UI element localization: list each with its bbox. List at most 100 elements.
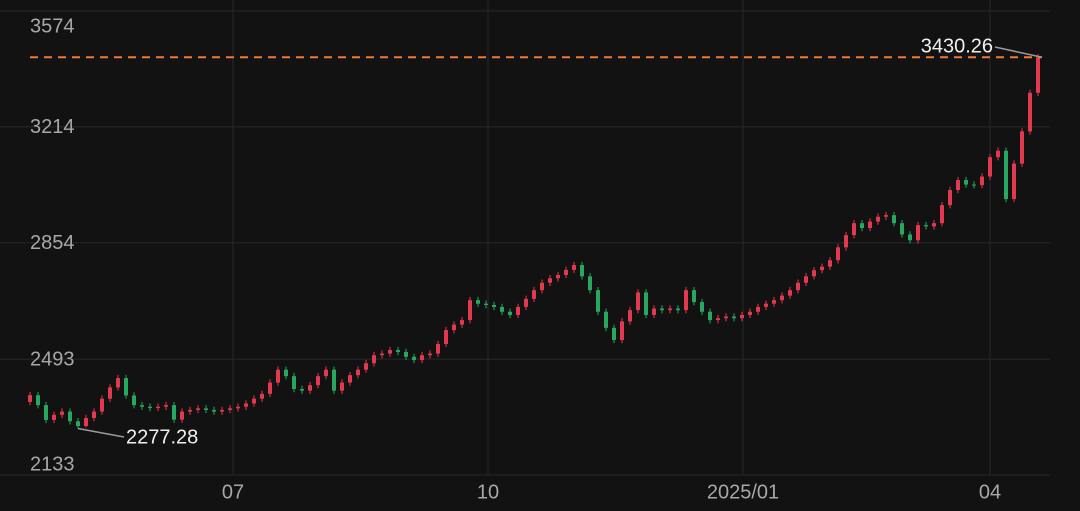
candle-body: [332, 369, 336, 391]
candle-body: [428, 353, 432, 356]
candle-body: [60, 411, 64, 415]
candle-body: [124, 378, 128, 396]
candle-body: [516, 306, 520, 315]
candle-body: [724, 316, 728, 319]
candle-body: [420, 355, 424, 361]
candle-body: [148, 406, 152, 409]
candle-body: [180, 411, 184, 420]
candle-body: [612, 327, 616, 341]
candle-body: [980, 176, 984, 186]
candle-body: [396, 350, 400, 352]
candle-body: [292, 376, 296, 390]
candle-body: [692, 290, 696, 303]
candle-body: [212, 409, 216, 412]
candle-body: [868, 221, 872, 229]
candle-body: [116, 378, 120, 388]
candle-body: [756, 306, 760, 312]
candle-body: [652, 308, 656, 315]
candle-body: [132, 395, 136, 406]
last-price-label: 3430.26: [921, 35, 993, 57]
candle-body: [68, 411, 72, 422]
candle-body: [476, 300, 480, 304]
candle-body: [260, 393, 264, 399]
candle-body: [84, 418, 88, 427]
candle-body: [740, 314, 744, 319]
candle-body: [236, 406, 240, 409]
candle-body: [956, 180, 960, 191]
candle-body: [772, 300, 776, 304]
candle-body: [700, 302, 704, 312]
candle-body: [308, 385, 312, 391]
candle-body: [988, 157, 992, 177]
candle-body: [852, 223, 856, 236]
candle-body: [556, 275, 560, 279]
candle-body: [580, 265, 584, 277]
candle-body: [788, 290, 792, 296]
candle-body: [828, 260, 832, 267]
candle-body: [444, 330, 448, 344]
x-tick-label: 07: [222, 481, 244, 503]
candle-body: [1012, 163, 1016, 200]
candle-body: [644, 292, 648, 315]
candle-body: [460, 320, 464, 325]
y-tick-label: 3214: [30, 116, 75, 138]
candle-body: [108, 387, 112, 399]
candle-body: [300, 389, 304, 391]
low-price-label: 2277.28: [126, 426, 198, 448]
candle-body: [596, 290, 600, 312]
annotation-connector: [77, 427, 125, 438]
candle-body: [100, 398, 104, 412]
candle-body: [404, 351, 408, 357]
candle-body: [1036, 57, 1040, 93]
y-tick-label: 2493: [30, 348, 75, 370]
candle-body: [540, 282, 544, 291]
candle-body: [508, 311, 512, 315]
candle-body: [324, 369, 328, 377]
candle-body: [996, 150, 1000, 158]
candle-body: [924, 225, 928, 227]
candle-body: [836, 247, 840, 261]
candle-body: [708, 311, 712, 321]
candle-body: [468, 300, 472, 321]
candle-body: [340, 382, 344, 391]
candle-body: [204, 408, 208, 410]
candle-body: [748, 311, 752, 315]
candle-body: [228, 408, 232, 410]
candle-body: [92, 411, 96, 419]
candle-body: [388, 350, 392, 354]
candle-body: [684, 290, 688, 311]
candle-body: [412, 356, 416, 361]
candle-body: [820, 266, 824, 271]
candle-body: [876, 216, 880, 222]
candle-body: [1004, 150, 1008, 200]
candle-body: [268, 382, 272, 394]
y-tick-label: 2133: [30, 453, 75, 475]
candle-body: [804, 276, 808, 283]
candle-body: [252, 398, 256, 404]
x-tick-label: 10: [477, 481, 499, 503]
candle-body: [220, 409, 224, 412]
candle-body: [796, 282, 800, 291]
candle-body: [604, 311, 608, 328]
candle-body: [172, 405, 176, 420]
y-tick-label: 3574: [30, 15, 75, 37]
candle-body: [52, 414, 56, 420]
candle-body: [940, 205, 944, 224]
candle-body: [188, 409, 192, 412]
candle-body: [812, 270, 816, 277]
candle-body: [892, 215, 896, 224]
candle-body: [1020, 131, 1024, 164]
candle-body: [548, 278, 552, 283]
candle-body: [572, 265, 576, 270]
candle-body: [948, 190, 952, 206]
candle-body: [860, 223, 864, 229]
annotation-connector: [994, 46, 1043, 59]
candle-body: [660, 308, 664, 311]
candle-body: [364, 363, 368, 370]
y-tick-label: 2854: [30, 232, 75, 254]
candle-body: [764, 303, 768, 307]
candle-body: [676, 308, 680, 311]
candle-body: [276, 369, 280, 383]
